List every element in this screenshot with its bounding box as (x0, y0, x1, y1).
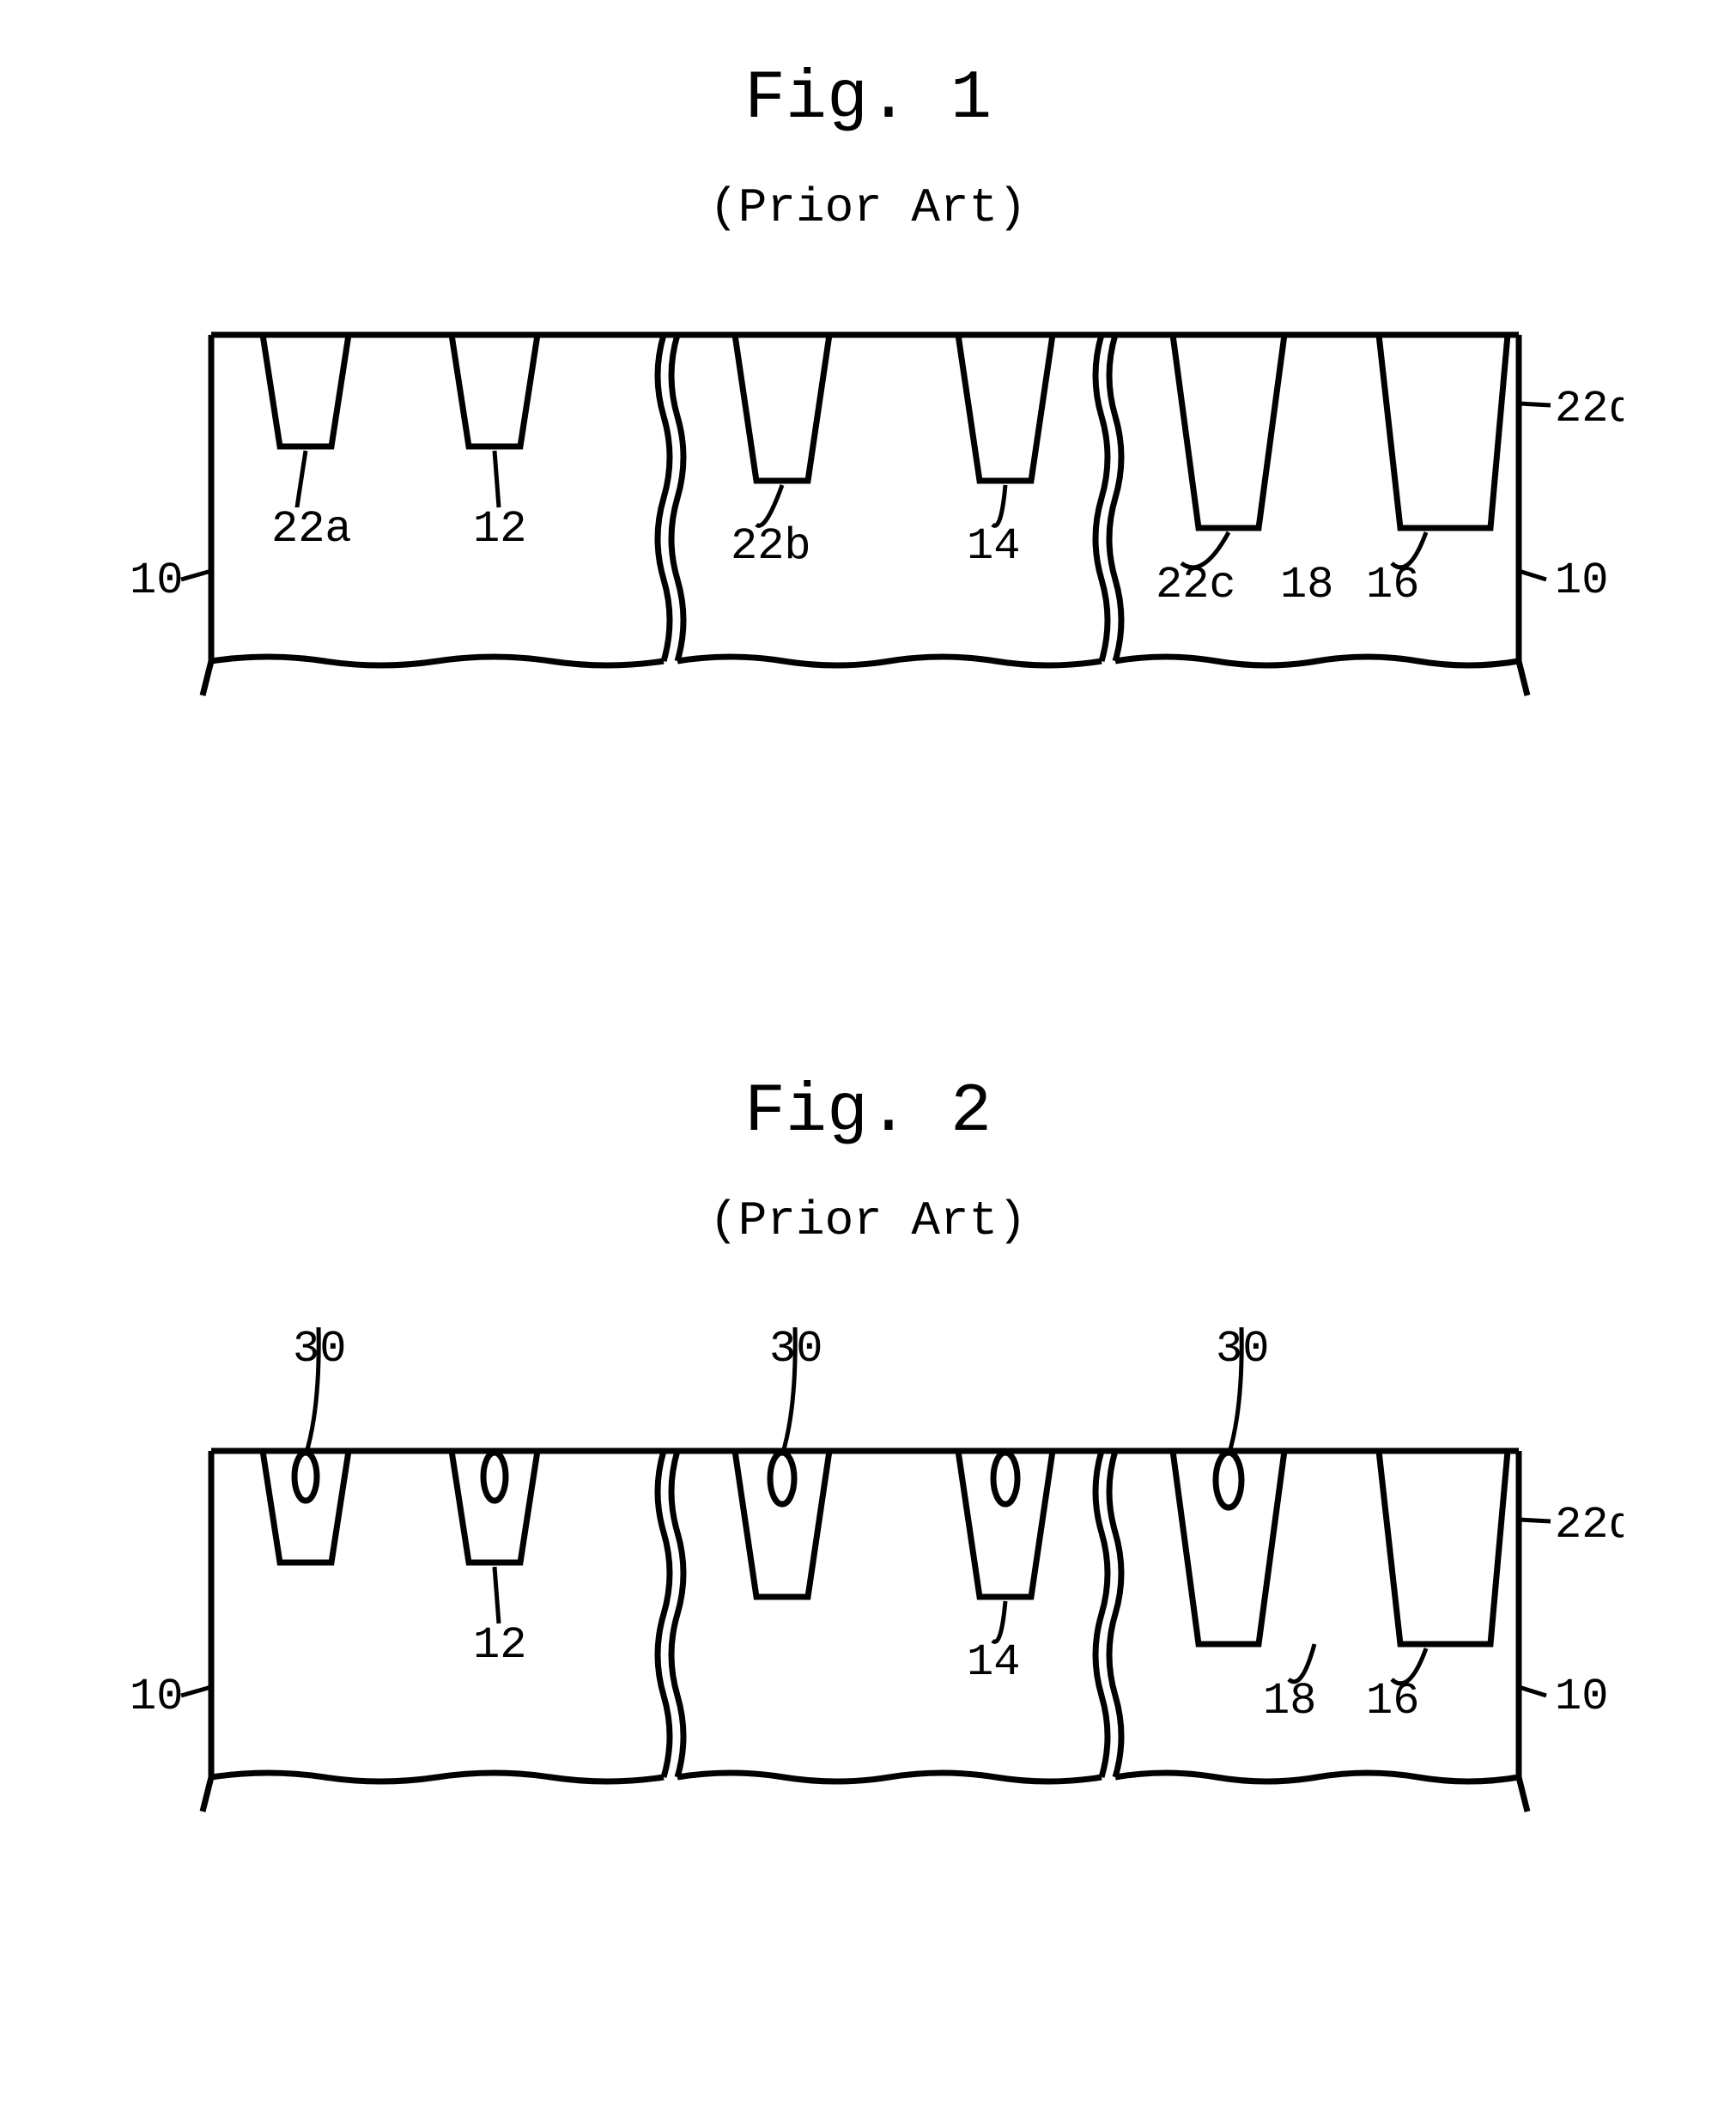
svg-text:10: 10 (130, 555, 183, 606)
svg-text:14: 14 (967, 521, 1020, 572)
figure-1-subtitle: (Prior Art) (0, 180, 1736, 235)
svg-text:16: 16 (1366, 1676, 1419, 1727)
svg-text:22d: 22d (1555, 384, 1624, 434)
svg-text:30: 30 (769, 1324, 822, 1375)
svg-text:18: 18 (1280, 560, 1333, 610)
svg-text:10: 10 (1555, 1672, 1608, 1722)
svg-text:22b: 22b (731, 521, 811, 572)
svg-text:18: 18 (1263, 1676, 1316, 1727)
svg-text:10: 10 (130, 1672, 183, 1722)
figure-2-title: Fig. 2 (0, 1073, 1736, 1151)
figure-1-diagram: 10 10 22a 12 22b 14 22c 18 16 22d (112, 283, 1624, 730)
figure-2-subtitle: (Prior Art) (0, 1193, 1736, 1248)
svg-text:12: 12 (473, 504, 526, 555)
svg-text:10: 10 (1555, 555, 1608, 606)
svg-text:22d: 22d (1555, 1500, 1624, 1551)
svg-text:16: 16 (1366, 560, 1419, 610)
figure-1-title: Fig. 1 (0, 60, 1736, 138)
svg-text:30: 30 (293, 1324, 346, 1375)
svg-text:12: 12 (473, 1620, 526, 1671)
svg-text:22a: 22a (271, 504, 352, 555)
svg-text:22c: 22c (1156, 560, 1236, 610)
svg-text:14: 14 (967, 1637, 1020, 1688)
svg-text:30: 30 (1216, 1324, 1269, 1375)
figure-2-diagram: 10 10 30 30 30 12 14 18 16 22d (112, 1296, 1624, 1846)
